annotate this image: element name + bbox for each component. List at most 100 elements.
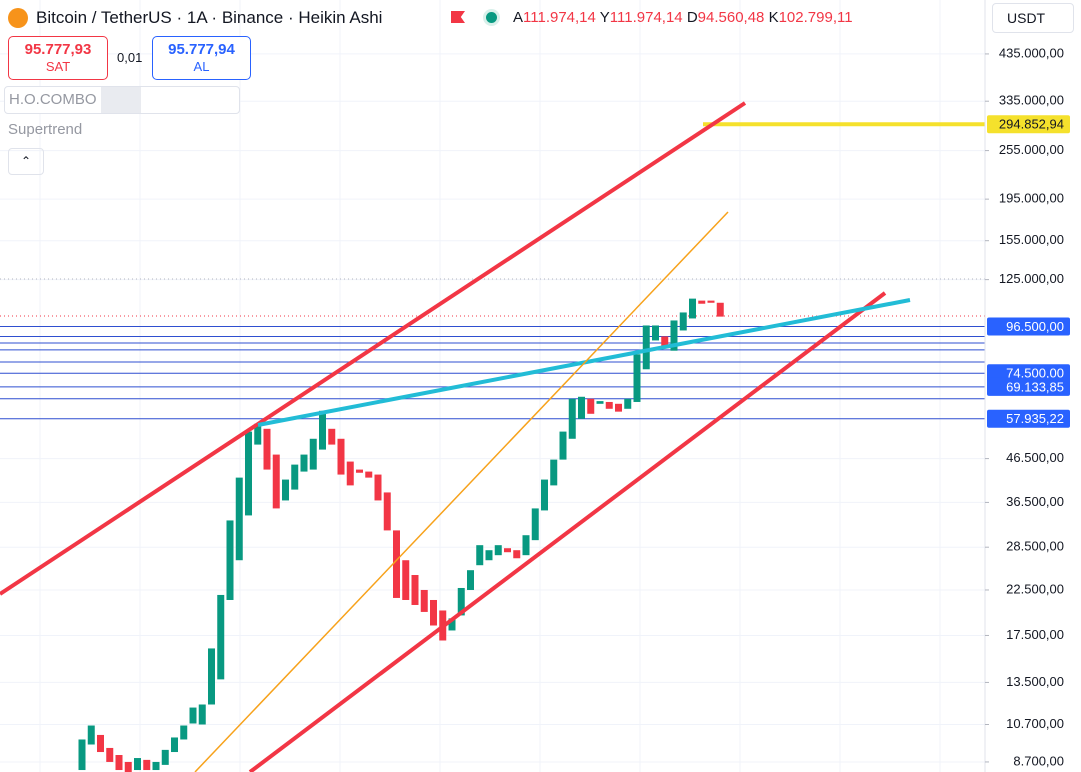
candle-body (596, 401, 604, 404)
candle-body (254, 423, 262, 445)
candle-body (78, 739, 86, 771)
y-tick-label: 22.500,00 (1006, 581, 1064, 596)
y-tick-label: 255.000,00 (999, 142, 1064, 157)
candle-body (568, 398, 576, 439)
candle-body (235, 477, 243, 561)
buy-label: AL (193, 59, 210, 74)
levels (0, 122, 985, 420)
indicator-name[interactable]: Supertrend (8, 121, 83, 138)
candle-body (106, 747, 114, 762)
ohlc-value: 111.974,14 (523, 9, 596, 26)
candle-body (605, 401, 613, 409)
ohlc-value: 111.974,14 (609, 9, 683, 26)
candle-body (541, 479, 548, 511)
candle-body (670, 320, 678, 351)
candle-body (226, 520, 234, 600)
price-axis-labels: 435.000,00 335.000,00 255.000,00 195.000,00… (985, 45, 1070, 768)
candle-body (522, 535, 530, 556)
candle-body (633, 354, 641, 402)
ohlc-value: 94.560,48 (697, 9, 765, 26)
candle-body (124, 761, 132, 772)
trend-line (0, 101, 747, 596)
trend-line (248, 291, 887, 772)
sell-button[interactable]: 95.777,93 SAT (8, 36, 108, 80)
y-tick-label: 28.500,00 (1006, 539, 1064, 554)
candle-body (245, 431, 252, 516)
ohlc-key: Y (599, 9, 610, 26)
candle-body (87, 725, 95, 745)
candle-body (707, 300, 715, 303)
candle-body (689, 298, 696, 319)
candle-body (300, 454, 308, 472)
candle-body (291, 464, 299, 490)
level-label-bg (987, 377, 1070, 396)
candle-body (698, 300, 706, 304)
candle-body (411, 575, 419, 605)
indicator-row[interactable]: H.O.COMBO (4, 86, 240, 114)
collapse-button[interactable]: ⌃ (8, 148, 44, 175)
candle-body (198, 704, 206, 725)
candle-body (217, 594, 225, 680)
y-tick-label: 36.500,00 (1006, 494, 1064, 509)
highlight-label: 294.852,94 (999, 117, 1064, 132)
candle-body (272, 454, 280, 509)
candle-body (531, 508, 539, 541)
candle-body (319, 410, 326, 450)
candle-body (143, 759, 151, 771)
ohlc: A111.974,14 Y111.974,14 D94.560,48 K102.… (513, 9, 853, 26)
symbol[interactable]: Bitcoin / TetherUS · 1A · Binance · Heik… (36, 8, 383, 27)
sell-price: 95.777,93 (24, 41, 92, 58)
candle-body (134, 758, 141, 771)
candle-body (652, 325, 659, 341)
currency-select[interactable]: USDT (992, 3, 1074, 33)
flag-icon[interactable] (451, 11, 465, 23)
candle-body (624, 398, 632, 409)
candle-body (430, 599, 437, 626)
candle-body (420, 589, 428, 612)
candle-body (642, 325, 650, 370)
candle-body (578, 396, 585, 419)
coin-icon (8, 8, 28, 28)
sell-label: SAT (45, 59, 71, 74)
y-tick-label: 435.000,00 (999, 45, 1064, 60)
candle-body (282, 479, 289, 501)
grid (0, 53, 985, 763)
candle-body (152, 761, 160, 771)
y-tick-label: 8.700,00 (1013, 753, 1064, 768)
spread: 0,01 (117, 50, 143, 65)
candle-body (346, 461, 354, 486)
candle-body (189, 707, 197, 724)
ohlc-key: D (686, 9, 698, 26)
candle-body (467, 570, 474, 590)
candle-body (615, 403, 622, 412)
hide-icon[interactable] (101, 87, 141, 113)
vertical-grid (39, 0, 941, 772)
candle-body (365, 471, 373, 478)
candle-body (161, 749, 169, 765)
level-label: 96.500,00 (1006, 319, 1064, 334)
level-label-bg (987, 364, 1070, 383)
trend-line (194, 211, 729, 772)
y-tick-label: 335.000,00 (999, 93, 1064, 108)
buy-button[interactable]: 95.777,94 AL (152, 36, 251, 80)
candle-body (393, 530, 400, 598)
candle-body (337, 438, 345, 475)
candle-body (97, 734, 104, 753)
level-label: 69.133,85 (1006, 379, 1064, 394)
buy-price: 95.777,94 (168, 41, 235, 58)
candle-body (171, 737, 178, 753)
candle-body (180, 725, 188, 740)
candle-body (587, 398, 595, 414)
ohlc-value: 102.799,11 (778, 9, 853, 26)
ohlc-key: A (513, 9, 524, 26)
candle-body (513, 550, 521, 559)
level-label: 74.500,00 (1006, 366, 1064, 381)
y-tick-label: 17.500,00 (1006, 627, 1064, 642)
candle-body (448, 618, 456, 631)
candle-body (383, 492, 391, 531)
candle-body (309, 438, 317, 470)
candle-body (550, 459, 558, 486)
candle-body (494, 545, 502, 556)
